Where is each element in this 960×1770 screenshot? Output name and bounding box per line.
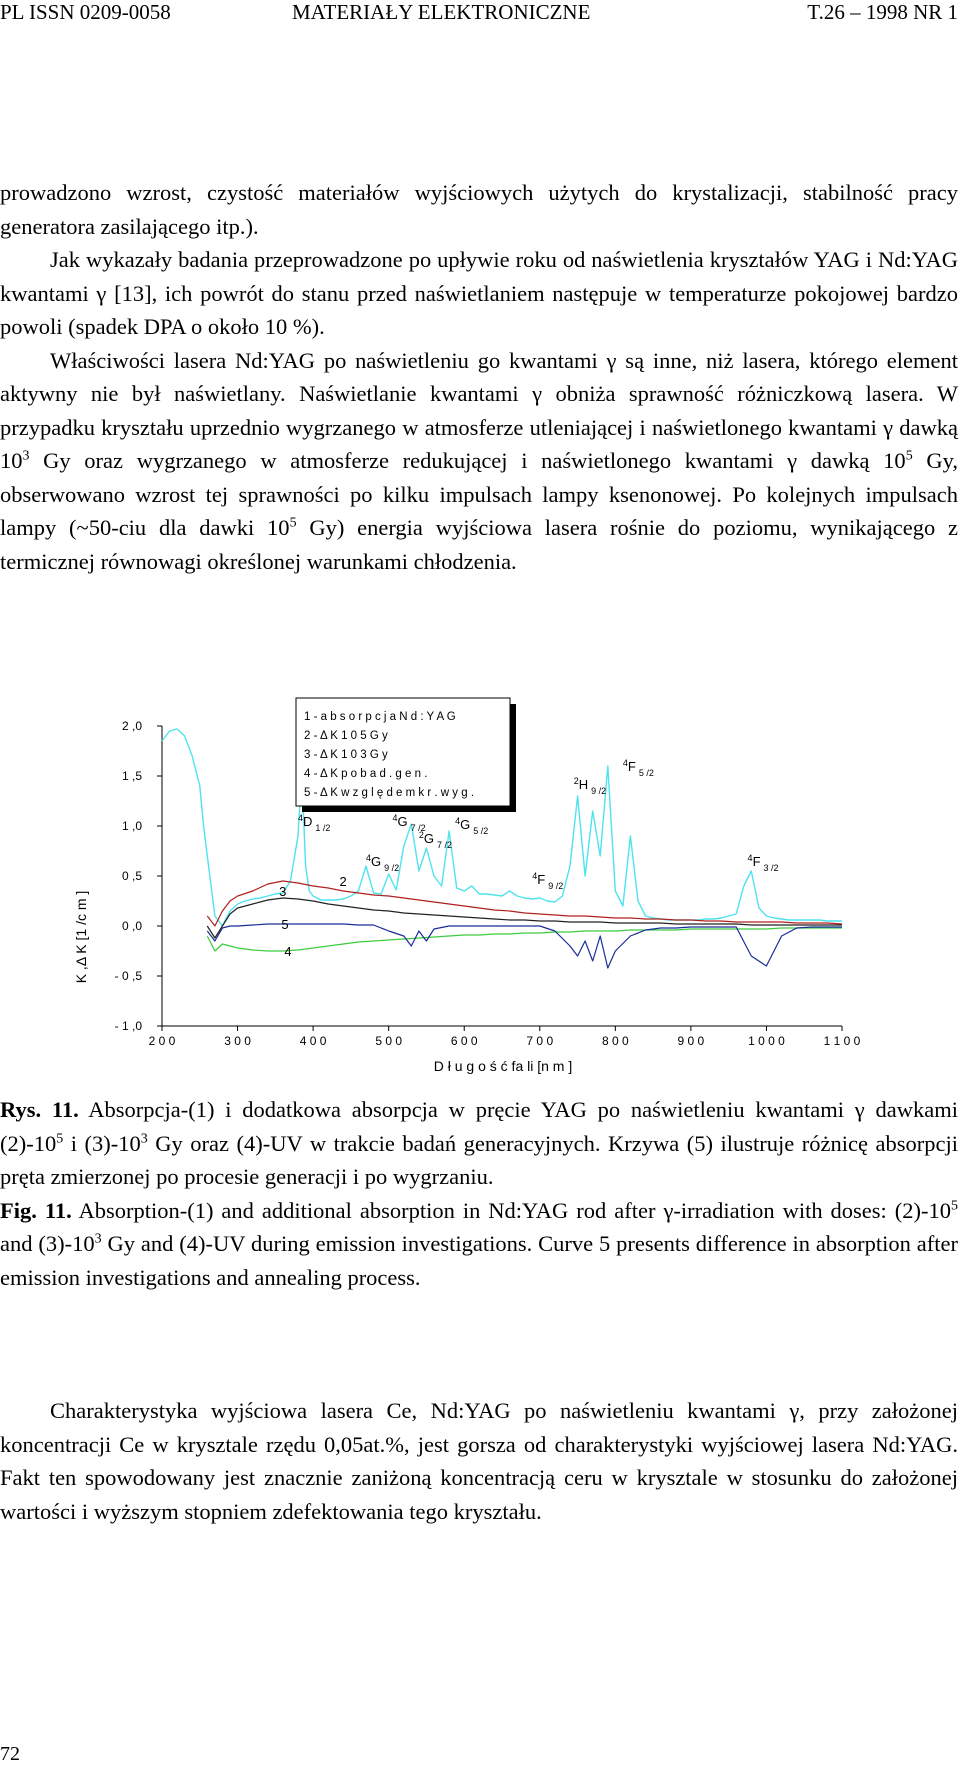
transition-label: 4D 1 /2	[298, 813, 330, 833]
series-1-line	[161, 728, 842, 927]
legend-entry-5: 5 - Δ K w z g l ę d e m k r . w y g .	[304, 787, 474, 799]
transition-label: 4F 5 /2	[623, 758, 654, 778]
y-tick-label: 1 ,5	[122, 769, 142, 783]
series-5-line	[206, 923, 842, 969]
page-number: 72	[0, 1743, 20, 1765]
transition-label: 4G 9 /2	[366, 853, 399, 873]
body-text-bottom: Charakterystyka wyjściowa lasera Ce, Nd:…	[0, 1394, 958, 1528]
y-tick-label: 1 ,0	[122, 819, 142, 833]
x-tick-label: 5 0 0	[375, 1034, 402, 1048]
x-tick-label: 2 0 0	[149, 1034, 176, 1048]
curve-label: 3	[279, 884, 286, 899]
series-3-line	[206, 897, 842, 939]
x-tick-label: 3 0 0	[224, 1034, 251, 1048]
x-tick-label: 9 0 0	[678, 1034, 705, 1048]
legend-entry-4: 4 - Δ K p o b a d . g e n .	[304, 768, 427, 780]
x-tick-label: 1 0 0 0	[748, 1034, 785, 1048]
curve-label: 2	[340, 874, 347, 889]
journal-name: MATERIAŁY ELEKTRONICZNE	[292, 0, 591, 24]
figure-11: 2 0 0 3 0 0 4 0 0 5 0 0 6 0 0 7 0 0 8 0 0 9 0 0…	[0, 692, 960, 1082]
page-header: PL ISSN 0209-0058 MATERIAŁY ELEKTRONICZN…	[0, 0, 960, 30]
paragraph-4: Charakterystyka wyjściowa lasera Ce, Nd:…	[0, 1398, 958, 1524]
x-tick-label: 7 0 0	[526, 1034, 553, 1048]
caption-pl: Rys. 11. Absorpcja-(1) i dodatkowa absor…	[0, 1097, 958, 1189]
absorption-chart: 2 0 0 3 0 0 4 0 0 5 0 0 6 0 0 7 0 0 8 0 0 9 0 0…	[73, 697, 861, 1074]
transition-label: 4F 3 /2	[748, 853, 779, 873]
transition-label: 4G 7 /2	[392, 813, 425, 833]
transition-label: 2G 7 /2	[419, 830, 452, 850]
transition-label: 4F 9 /2	[532, 871, 563, 891]
y-axis-label: K ,Δ K [1 /c m ]	[73, 891, 89, 984]
transition-label: 2H 9 /2	[574, 776, 606, 796]
paragraph-3: Właściwości lasera Nd:YAG po naświetleni…	[0, 347, 958, 574]
caption-en: Fig. 11. Absorption-(1) and additional a…	[0, 1197, 958, 1290]
legend-entry-3: 3 - Δ K 1 0 3 G y	[304, 749, 388, 761]
series-4-line	[206, 927, 842, 952]
y-tick-label: - 0 ,5	[115, 969, 143, 983]
series-2-line	[206, 880, 843, 927]
x-tick-label: 6 0 0	[451, 1034, 478, 1048]
y-tick-label: 0 ,0	[122, 919, 142, 933]
paragraph-2: Jak wykazały badania przeprowadzone po u…	[0, 247, 958, 339]
paragraph-1: prowadzono wzrost, czystość materiałów w…	[0, 180, 958, 239]
x-axis-label: D ł u g o ś ć fa li [n m ]	[434, 1058, 573, 1074]
y-tick-label: 2 ,0	[122, 719, 142, 733]
x-tick-label: 4 0 0	[300, 1034, 327, 1048]
curve-label: 4	[284, 944, 291, 959]
body-text-top: prowadzono wzrost, czystość materiałów w…	[0, 176, 958, 578]
legend: 1 - a b s o r p c j a N d : Y A G 2 - Δ …	[295, 697, 516, 812]
y-tick-label: 0 ,5	[122, 869, 142, 883]
volume: T.26 – 1998 NR 1	[807, 0, 958, 24]
y-tick-label: - 1 ,0	[115, 1019, 143, 1033]
x-tick-label: 1 1 0 0	[824, 1034, 861, 1048]
transition-label: 4G 5 /2	[455, 816, 488, 836]
issn: PL ISSN 0209-0058	[0, 0, 171, 24]
curve-label: 5	[281, 917, 288, 932]
figure-caption: Rys. 11. Absorpcja-(1) i dodatkowa absor…	[0, 1093, 958, 1294]
legend-entry-1: 1 - a b s o r p c j a N d : Y A G	[304, 711, 456, 723]
legend-entry-2: 2 - Δ K 1 0 5 G y	[304, 730, 388, 742]
x-tick-label: 8 0 0	[602, 1034, 629, 1048]
